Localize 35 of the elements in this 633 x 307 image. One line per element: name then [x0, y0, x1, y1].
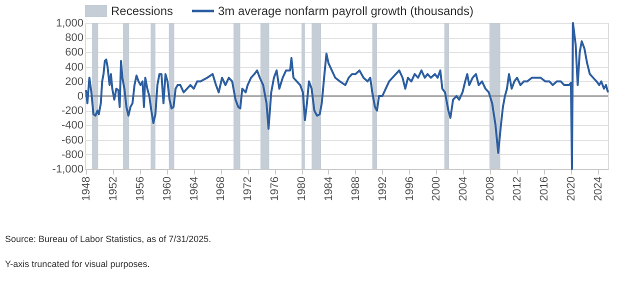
text: Y-axis truncated for visual purposes. [5, 259, 150, 269]
x-tick-label: 1964 [188, 176, 200, 201]
x-tick-label: 1976 [269, 176, 282, 201]
x-tick-label: 1992 [376, 176, 389, 201]
x-tick-label: 1948 [80, 176, 93, 201]
y-tick-label: -1,000 [52, 164, 84, 176]
y-tick-label: 0 [77, 90, 84, 102]
x-tick-label: 2008 [484, 176, 497, 201]
x-tick-label: 1960 [161, 176, 174, 201]
x-tick-label: 1956 [134, 176, 146, 201]
x-tick-label: 2012 [512, 176, 524, 201]
y-tick-label: -600 [61, 134, 84, 146]
y-tick-label: -200 [61, 105, 84, 118]
x-tick-label: 1996 [404, 176, 416, 201]
x-tick-label: 1972 [242, 176, 254, 201]
x-tick-label: 2016 [538, 176, 551, 201]
y-tick-label: 800 [65, 32, 84, 44]
y-tick-label: 600 [65, 46, 84, 59]
x-tick-label: 1980 [296, 176, 308, 201]
y-tick-label: 1,000 [56, 18, 84, 30]
source-note: Source: Bureau of Labor Statistics, as of 7/31/2025. [5, 234, 212, 244]
y-tick-label: -800 [61, 148, 84, 161]
x-tick-label: 1952 [107, 176, 120, 201]
y-tick-label: 400 [65, 61, 84, 74]
x-tick-label: 1968 [215, 176, 228, 201]
x-tick-label: 1984 [322, 176, 335, 201]
legend-label: Recessions [111, 4, 174, 18]
x-tick-label: 2024 [592, 176, 604, 201]
x-tick-label: 2004 [458, 176, 470, 201]
x-tick-label: 2000 [430, 176, 443, 201]
legend-label: 3m average nonfarm payroll growth (thousands) [218, 4, 474, 18]
y-tick-label: -400 [61, 120, 84, 132]
x-tick-label: 2020 [565, 176, 578, 201]
x-tick-label: 1988 [350, 176, 362, 201]
y-tick-label: 200 [65, 76, 84, 88]
